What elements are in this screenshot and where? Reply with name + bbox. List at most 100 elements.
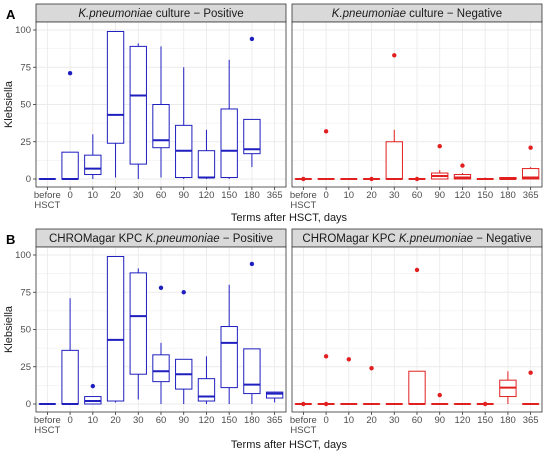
y-axis-title: Klebsiella xyxy=(3,305,15,353)
x-tick-label: 365 xyxy=(523,415,539,426)
box-iqr xyxy=(106,30,125,144)
box-60 xyxy=(152,46,170,178)
x-tick-label: 10 xyxy=(344,190,355,201)
outlier-point xyxy=(369,176,374,182)
box-30 xyxy=(129,268,147,400)
x-tick-label: 20 xyxy=(366,190,377,201)
box-60 xyxy=(408,267,426,405)
box-60 xyxy=(408,176,426,182)
outlier-point xyxy=(249,36,255,42)
outlier-point xyxy=(528,145,533,150)
box-180 xyxy=(499,371,517,404)
box-iqr xyxy=(129,272,147,375)
box-iqr xyxy=(61,349,79,405)
outlier-point xyxy=(392,53,397,58)
box-150 xyxy=(476,401,494,407)
y-tick-label: 0 xyxy=(26,399,31,410)
outlier-point xyxy=(414,176,420,182)
box-iqr xyxy=(197,150,216,179)
x-tick-label: 90 xyxy=(178,190,189,201)
y-tick-label: 50 xyxy=(20,325,31,336)
box-10 xyxy=(84,134,102,179)
box-iqr xyxy=(243,348,261,395)
x-tick-label: 10 xyxy=(88,415,99,426)
x-tick-label: 90 xyxy=(434,415,445,426)
y-tick-label: 100 xyxy=(15,25,31,36)
box-0 xyxy=(317,129,335,180)
outlier-point xyxy=(90,383,96,389)
x-tick-label: 120 xyxy=(199,415,215,426)
facet-title: CHROMagar KPC K.pneumoniae − Negative xyxy=(302,233,531,245)
x-tick-label: 90 xyxy=(434,190,445,201)
outlier-point xyxy=(528,370,533,375)
x-tick-label: 0 xyxy=(323,190,328,201)
y-tick-label: 100 xyxy=(15,250,31,261)
x-tick-label: 90 xyxy=(178,415,189,426)
box-150 xyxy=(220,284,238,404)
y-tick-label: 0 xyxy=(26,174,31,185)
outlier-point xyxy=(67,71,73,76)
box-0 xyxy=(61,71,79,180)
box-120 xyxy=(197,356,216,404)
x-tick-label: 150 xyxy=(221,190,237,201)
outlier-point xyxy=(437,392,442,398)
outlier-point xyxy=(158,285,164,290)
x-tick-label: before HSCT xyxy=(34,190,61,211)
x-tick-label: 60 xyxy=(412,415,423,426)
box-iqr xyxy=(152,104,170,149)
box-iqr xyxy=(521,168,540,180)
box-iqr xyxy=(106,255,125,402)
box-iqr xyxy=(220,108,238,179)
box-30 xyxy=(385,53,403,180)
outlier-point xyxy=(301,401,306,407)
x-tick-label: 180 xyxy=(500,190,516,201)
outlier-point xyxy=(301,176,306,182)
x-tick-label: 60 xyxy=(156,190,167,201)
outlier-point xyxy=(323,354,329,359)
panel-label-B: B xyxy=(6,232,15,247)
x-tick-label: 120 xyxy=(455,415,471,426)
box-before-hsct xyxy=(294,176,313,182)
x-axis-title: Terms after HSCT, days xyxy=(231,439,348,451)
box-iqr xyxy=(197,378,216,402)
outlier-point xyxy=(414,267,420,273)
x-tick-label: 150 xyxy=(477,190,493,201)
x-tick-label: 180 xyxy=(500,415,516,426)
box-365 xyxy=(521,370,540,405)
x-tick-label: 150 xyxy=(477,415,493,426)
x-tick-label: 365 xyxy=(267,415,283,426)
x-tick-label: 0 xyxy=(323,415,328,426)
outlier-point xyxy=(482,401,488,407)
box-60 xyxy=(152,285,170,404)
x-tick-label: 365 xyxy=(267,190,283,201)
box-0 xyxy=(317,354,335,407)
y-tick-label: 50 xyxy=(20,100,31,111)
x-tick-label: 30 xyxy=(389,190,400,201)
box-0 xyxy=(61,298,79,405)
x-tick-label: 10 xyxy=(344,415,355,426)
box-90 xyxy=(175,67,193,179)
x-axis-title: Terms after HSCT, days xyxy=(231,212,348,224)
box-20 xyxy=(362,176,381,182)
x-tick-label: 0 xyxy=(67,190,72,201)
y-axis-title: Klebsiella xyxy=(3,80,15,128)
x-tick-label: 20 xyxy=(110,190,121,201)
x-tick-label: 60 xyxy=(412,190,423,201)
outlier-point xyxy=(460,163,465,168)
x-tick-label: 60 xyxy=(156,415,167,426)
box-iqr xyxy=(152,354,170,383)
box-iqr xyxy=(129,45,147,165)
box-150 xyxy=(220,59,238,179)
outlier-point xyxy=(181,290,186,295)
boxplot-series xyxy=(38,30,261,180)
x-tick-label: 120 xyxy=(199,190,215,201)
x-tick-label: 120 xyxy=(455,190,471,201)
x-tick-label: 20 xyxy=(110,415,121,426)
box-iqr xyxy=(84,154,102,176)
box-iqr xyxy=(408,370,426,405)
box-180 xyxy=(243,36,261,168)
box-365 xyxy=(265,391,284,403)
boxplot-series xyxy=(38,255,284,405)
box-365 xyxy=(521,145,540,180)
box-90 xyxy=(431,392,449,405)
